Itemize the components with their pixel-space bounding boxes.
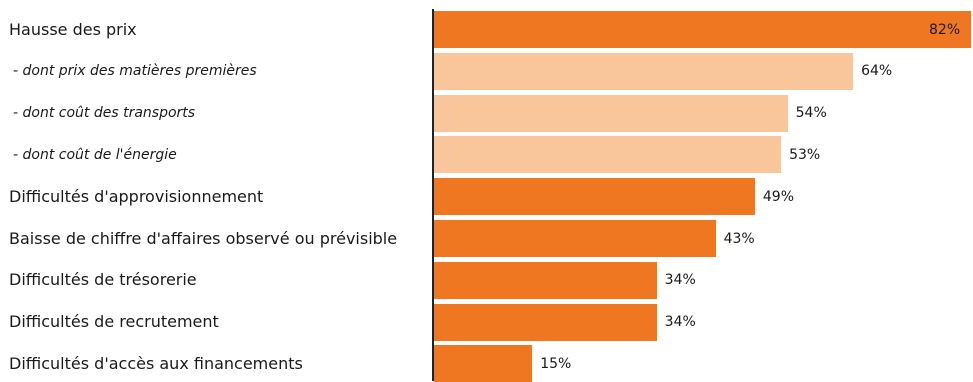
category-label: Difficultés d'accès aux financements: [9, 353, 303, 373]
data-label: 34%: [664, 314, 696, 331]
category-label: Baisse de chiffre d'affaires observé ou …: [9, 228, 398, 248]
data-label: 49%: [762, 188, 794, 205]
data-label: 53%: [789, 146, 821, 163]
bar: [434, 178, 755, 216]
category-label: Hausse des prix: [9, 19, 137, 39]
bar: [434, 303, 657, 341]
bar: [434, 11, 971, 48]
bar: [434, 52, 854, 90]
category-label: Difficultés de recrutement: [9, 312, 219, 332]
data-label: 34%: [664, 272, 696, 289]
bar: [434, 136, 782, 174]
category-label: Difficultés d'approvisionnement: [9, 186, 264, 206]
category-sublabel: - dont prix des matières premières: [13, 63, 257, 80]
bar: [434, 345, 533, 382]
bar: [434, 261, 657, 299]
data-label: 43%: [723, 230, 755, 247]
category-label: Difficultés de trésorerie: [9, 270, 197, 290]
bar: [434, 220, 716, 257]
data-label: 82%: [929, 21, 961, 38]
data-label: 15%: [540, 355, 572, 372]
category-sublabel: - dont coût des transports: [13, 105, 196, 122]
data-label: 54%: [795, 105, 827, 122]
category-sublabel: - dont coût de l'énergie: [13, 146, 177, 163]
category-axis-line: [432, 9, 434, 381]
bar: [434, 94, 788, 132]
data-label: 64%: [861, 63, 893, 80]
